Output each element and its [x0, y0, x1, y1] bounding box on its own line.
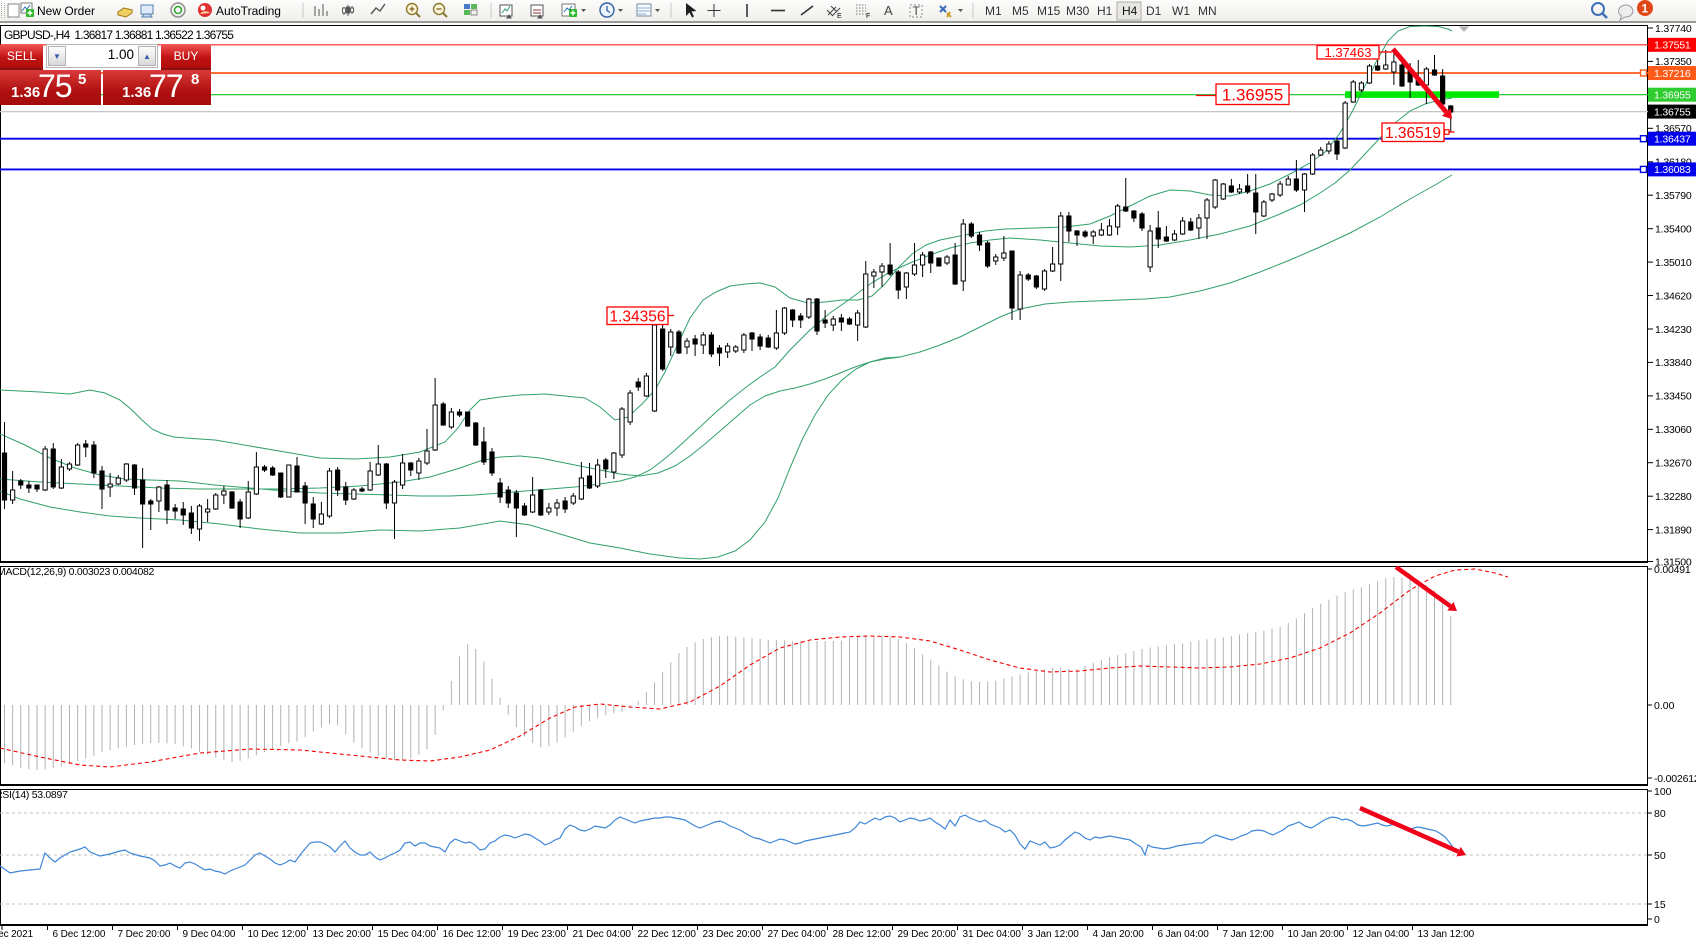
svg-text:A: A — [884, 3, 893, 18]
svg-text:6 Jan 04:00: 6 Jan 04:00 — [1158, 929, 1210, 940]
svg-text:15: 15 — [1654, 899, 1666, 911]
svg-text:1.37350: 1.37350 — [1655, 56, 1692, 68]
svg-text:13 Dec 20:00: 13 Dec 20:00 — [313, 929, 372, 940]
svg-text:E: E — [837, 13, 842, 20]
svg-text:1.32670: 1.32670 — [1655, 458, 1692, 470]
svg-text:0.00: 0.00 — [1654, 700, 1675, 712]
svg-text:1.36955: 1.36955 — [1654, 90, 1691, 102]
svg-text:22 Dec 12:00: 22 Dec 12:00 — [638, 929, 697, 940]
svg-text:1.37551: 1.37551 — [1654, 40, 1691, 52]
svg-text:31 Dec 04:00: 31 Dec 04:00 — [963, 929, 1022, 940]
svg-text:W1: W1 — [1172, 4, 1190, 18]
svg-text:MN: MN — [1198, 4, 1217, 18]
svg-text:H1: H1 — [1097, 4, 1113, 18]
svg-text:1.33060: 1.33060 — [1655, 424, 1692, 436]
svg-text:13 Jan 12:00: 13 Jan 12:00 — [1418, 929, 1475, 940]
svg-text:1.34356: 1.34356 — [609, 308, 665, 325]
svg-text:4 Jan 20:00: 4 Jan 20:00 — [1093, 929, 1145, 940]
svg-text:1.37216: 1.37216 — [1654, 68, 1691, 80]
svg-text:1.36519: 1.36519 — [1385, 125, 1441, 142]
svg-text:12 Jan 04:00: 12 Jan 04:00 — [1353, 929, 1410, 940]
svg-text:1.33840: 1.33840 — [1655, 357, 1692, 369]
svg-text:9 Dec 04:00: 9 Dec 04:00 — [183, 929, 236, 940]
svg-text:28 Dec 12:00: 28 Dec 12:00 — [833, 929, 892, 940]
svg-text:7 Jan 12:00: 7 Jan 12:00 — [1223, 929, 1275, 940]
svg-text:50: 50 — [1654, 850, 1666, 862]
svg-text:T: T — [913, 4, 921, 18]
svg-text:1.35790: 1.35790 — [1655, 190, 1692, 202]
svg-text:10 Dec 12:00: 10 Dec 12:00 — [248, 929, 307, 940]
svg-text:1.36955: 1.36955 — [1222, 85, 1283, 104]
svg-text:F: F — [866, 13, 870, 20]
svg-text:1: 1 — [1642, 2, 1649, 16]
svg-text:1.35010: 1.35010 — [1655, 257, 1692, 269]
svg-text:M5: M5 — [1012, 4, 1029, 18]
svg-text:M30: M30 — [1066, 4, 1090, 18]
svg-text:21 Dec 04:00: 21 Dec 04:00 — [573, 929, 632, 940]
svg-text:AutoTrading: AutoTrading — [216, 4, 281, 18]
svg-text:80: 80 — [1654, 808, 1666, 820]
svg-text:16 Dec 12:00: 16 Dec 12:00 — [443, 929, 502, 940]
svg-text:1.35400: 1.35400 — [1655, 224, 1692, 236]
svg-text:1.34230: 1.34230 — [1655, 324, 1692, 336]
svg-text:D1: D1 — [1146, 4, 1162, 18]
svg-text:1.37463: 1.37463 — [1325, 45, 1372, 60]
svg-text:M1: M1 — [985, 4, 1002, 18]
svg-text:1.31500: 1.31500 — [1655, 556, 1692, 568]
svg-text:15 Dec 04:00: 15 Dec 04:00 — [378, 929, 437, 940]
svg-text:29 Dec 20:00: 29 Dec 20:00 — [898, 929, 957, 940]
svg-text:100: 100 — [1654, 786, 1672, 798]
svg-text:3 Jan 12:00: 3 Jan 12:00 — [1028, 929, 1080, 940]
svg-text:1.36437: 1.36437 — [1654, 134, 1691, 146]
svg-text:23 Dec 20:00: 23 Dec 20:00 — [703, 929, 762, 940]
svg-text:1.34620: 1.34620 — [1655, 290, 1692, 302]
svg-text:H4: H4 — [1122, 4, 1138, 18]
svg-text:0.00491: 0.00491 — [1654, 564, 1691, 576]
svg-text:1.36755: 1.36755 — [1654, 106, 1691, 118]
svg-text:19 Dec 23:00: 19 Dec 23:00 — [508, 929, 567, 940]
svg-text:New Order: New Order — [37, 4, 95, 18]
svg-text:0: 0 — [1654, 914, 1660, 926]
svg-text:27 Dec 04:00: 27 Dec 04:00 — [768, 929, 827, 940]
svg-text:1.33450: 1.33450 — [1655, 391, 1692, 403]
svg-text:6 Dec 12:00: 6 Dec 12:00 — [53, 929, 106, 940]
svg-text:M15: M15 — [1037, 4, 1061, 18]
svg-text:1.36083: 1.36083 — [1654, 164, 1691, 176]
svg-text:1.31890: 1.31890 — [1655, 524, 1692, 536]
svg-text:1.32280: 1.32280 — [1655, 491, 1692, 503]
svg-text:Dec 2021: Dec 2021 — [0, 929, 34, 940]
svg-text:7 Dec 20:00: 7 Dec 20:00 — [118, 929, 171, 940]
svg-text:10 Jan 20:00: 10 Jan 20:00 — [1288, 929, 1345, 940]
svg-text:-0.002612: -0.002612 — [1654, 773, 1696, 785]
svg-text:1.37740: 1.37740 — [1655, 23, 1692, 35]
